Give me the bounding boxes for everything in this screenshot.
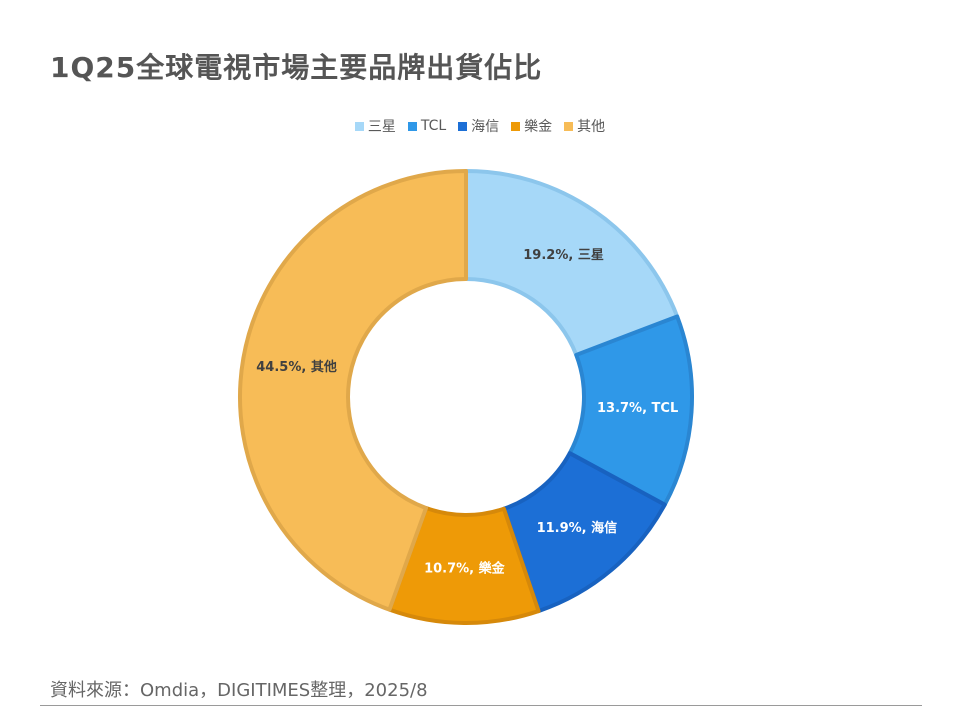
legend-item: 海信	[458, 116, 499, 136]
legend-item: 樂金	[511, 116, 552, 136]
data-label: 10.7%, 樂金	[424, 560, 506, 576]
legend-swatch	[354, 121, 364, 131]
legend-label: TCL	[420, 118, 447, 134]
data-label: 13.7%, TCL	[597, 401, 678, 416]
data-label: 11.9%, 海信	[537, 520, 618, 536]
legend-label: 其他	[577, 119, 606, 135]
source-note: 資料來源：Omdia，DIGITIMES整理，2025/8	[50, 680, 428, 701]
legend-label: 樂金	[524, 119, 553, 135]
donut-slice	[238, 169, 468, 612]
footer-divider	[40, 705, 922, 706]
chart-legend: 三星 TCL 海信 樂金 其他	[0, 116, 960, 136]
data-label: 19.2%, 三星	[523, 248, 604, 263]
chart-title: 1Q25全球電視市場主要品牌出貨佔比	[50, 51, 543, 84]
legend-item: 其他	[564, 116, 605, 136]
legend-label: 三星	[367, 119, 396, 135]
donut-slice	[464, 169, 680, 357]
legend-swatch	[511, 121, 521, 131]
legend-item: 三星	[354, 116, 396, 136]
legend-swatch	[564, 121, 574, 131]
legend-label: 海信	[471, 119, 500, 135]
legend-item: TCL	[407, 116, 447, 136]
data-label: 44.5%, 其他	[256, 359, 337, 375]
legend-swatch	[458, 121, 468, 131]
legend-swatch	[407, 121, 417, 131]
